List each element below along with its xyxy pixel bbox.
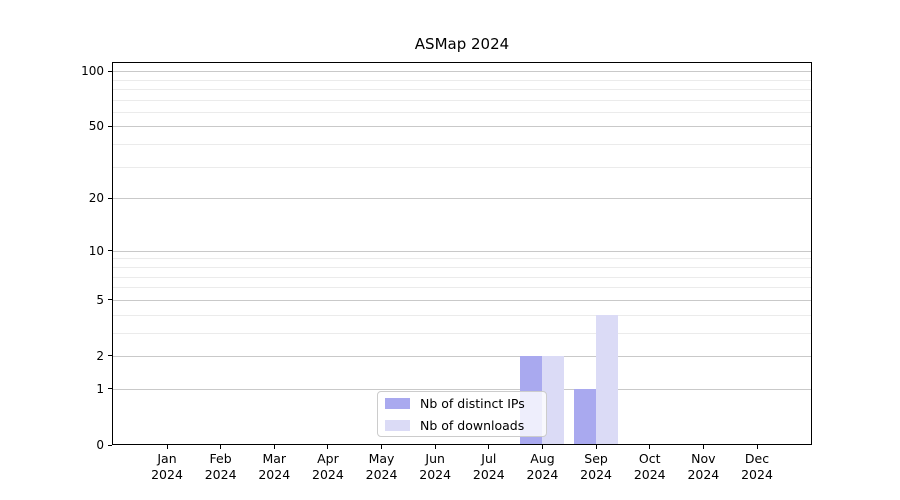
gridline-minor xyxy=(113,287,811,289)
y-tick-mark xyxy=(108,299,112,301)
x-tick-mark xyxy=(756,445,758,449)
x-tick-mark xyxy=(649,445,651,449)
x-tick-mark xyxy=(166,445,168,449)
x-tick-label: Dec 2024 xyxy=(725,451,789,483)
y-tick-mark xyxy=(108,388,112,390)
x-tick-mark xyxy=(702,445,704,449)
y-tick-label: 0 xyxy=(96,438,104,452)
y-tick-mark xyxy=(108,355,112,357)
x-tick-label-year: 2024 xyxy=(580,467,612,482)
x-tick-label-year: 2024 xyxy=(312,467,344,482)
gridline-major xyxy=(113,71,811,73)
x-tick-label: Nov 2024 xyxy=(671,451,735,483)
y-tick-label: 100 xyxy=(81,64,104,79)
x-tick-label: Sep 2024 xyxy=(564,451,628,483)
gridline-minor xyxy=(113,276,811,278)
legend-item-distinct-ips: Nb of distinct IPs xyxy=(385,396,539,411)
y-tick-label: 2 xyxy=(96,348,104,363)
gridline-major xyxy=(113,388,811,390)
legend-label-downloads: Nb of downloads xyxy=(420,417,525,433)
gridline-minor xyxy=(113,88,811,90)
y-tick-mark xyxy=(108,250,112,252)
y-tick-label: 50 xyxy=(88,119,104,134)
gridline-minor xyxy=(113,79,811,81)
y-tick-label: 10 xyxy=(88,243,104,258)
x-tick-mark xyxy=(488,445,490,449)
bar-downloads-aug xyxy=(542,356,565,444)
x-tick-label-year: 2024 xyxy=(151,467,183,482)
gridline-major xyxy=(113,355,811,357)
gridline-minor xyxy=(113,144,811,146)
y-tick-mark xyxy=(108,125,112,127)
y-tick-label: 1 xyxy=(96,381,104,396)
bar-distinct-ips-sep xyxy=(574,388,597,444)
x-tick-label-year: 2024 xyxy=(526,467,559,482)
x-tick-mark xyxy=(541,445,543,449)
y-tick-mark xyxy=(108,70,112,72)
legend-swatch-downloads xyxy=(385,419,410,431)
x-tick-label-year: 2024 xyxy=(687,467,720,482)
x-tick-mark xyxy=(327,445,329,449)
gridline-minor xyxy=(113,332,811,334)
gridline-minor xyxy=(113,314,811,316)
bar-downloads-sep xyxy=(596,314,619,444)
y-tick-mark xyxy=(108,197,112,199)
x-tick-label-year: 2024 xyxy=(365,467,398,482)
gridline-minor xyxy=(113,258,811,260)
legend: Nb of distinct IPs Nb of downloads xyxy=(377,391,547,437)
x-tick-label-year: 2024 xyxy=(419,467,452,482)
gridline-major xyxy=(113,250,811,252)
x-tick-mark xyxy=(595,445,597,449)
gridline-minor xyxy=(113,266,811,268)
x-tick-label-year: 2024 xyxy=(258,467,291,482)
x-tick-label: Aug 2024 xyxy=(510,451,574,483)
x-tick-mark xyxy=(273,445,275,449)
x-tick-label: Mar 2024 xyxy=(242,451,306,483)
x-tick-label-year: 2024 xyxy=(633,467,666,482)
y-tick-label: 5 xyxy=(96,292,104,307)
x-tick-mark xyxy=(220,445,222,449)
gridline-minor xyxy=(113,99,811,101)
x-tick-mark xyxy=(434,445,436,449)
x-tick-label-year: 2024 xyxy=(472,467,505,482)
y-tick-mark xyxy=(108,444,112,446)
legend-item-downloads: Nb of downloads xyxy=(385,418,539,433)
gridline-major xyxy=(113,198,811,200)
x-tick-label: Apr 2024 xyxy=(296,451,360,483)
gridline-minor xyxy=(113,111,811,113)
gridline-minor xyxy=(113,166,811,168)
gridline-major xyxy=(113,299,811,301)
y-tick-label: 20 xyxy=(88,191,104,206)
x-tick-label: Jan 2024 xyxy=(135,451,199,483)
plot-area xyxy=(112,62,812,445)
legend-label-distinct-ips: Nb of distinct IPs xyxy=(420,395,525,411)
x-tick-mark xyxy=(381,445,383,449)
gridline-major xyxy=(113,126,811,128)
x-tick-label: Oct 2024 xyxy=(618,451,682,483)
x-tick-label: Jul 2024 xyxy=(457,451,521,483)
x-tick-label: May 2024 xyxy=(350,451,414,483)
x-tick-label: Jun 2024 xyxy=(403,451,467,483)
x-tick-label: Feb 2024 xyxy=(189,451,253,483)
legend-swatch-distinct-ips xyxy=(385,397,410,409)
x-tick-label-year: 2024 xyxy=(204,467,237,482)
x-tick-label-year: 2024 xyxy=(741,467,773,482)
chart-title: ASMap 2024 xyxy=(414,35,510,53)
